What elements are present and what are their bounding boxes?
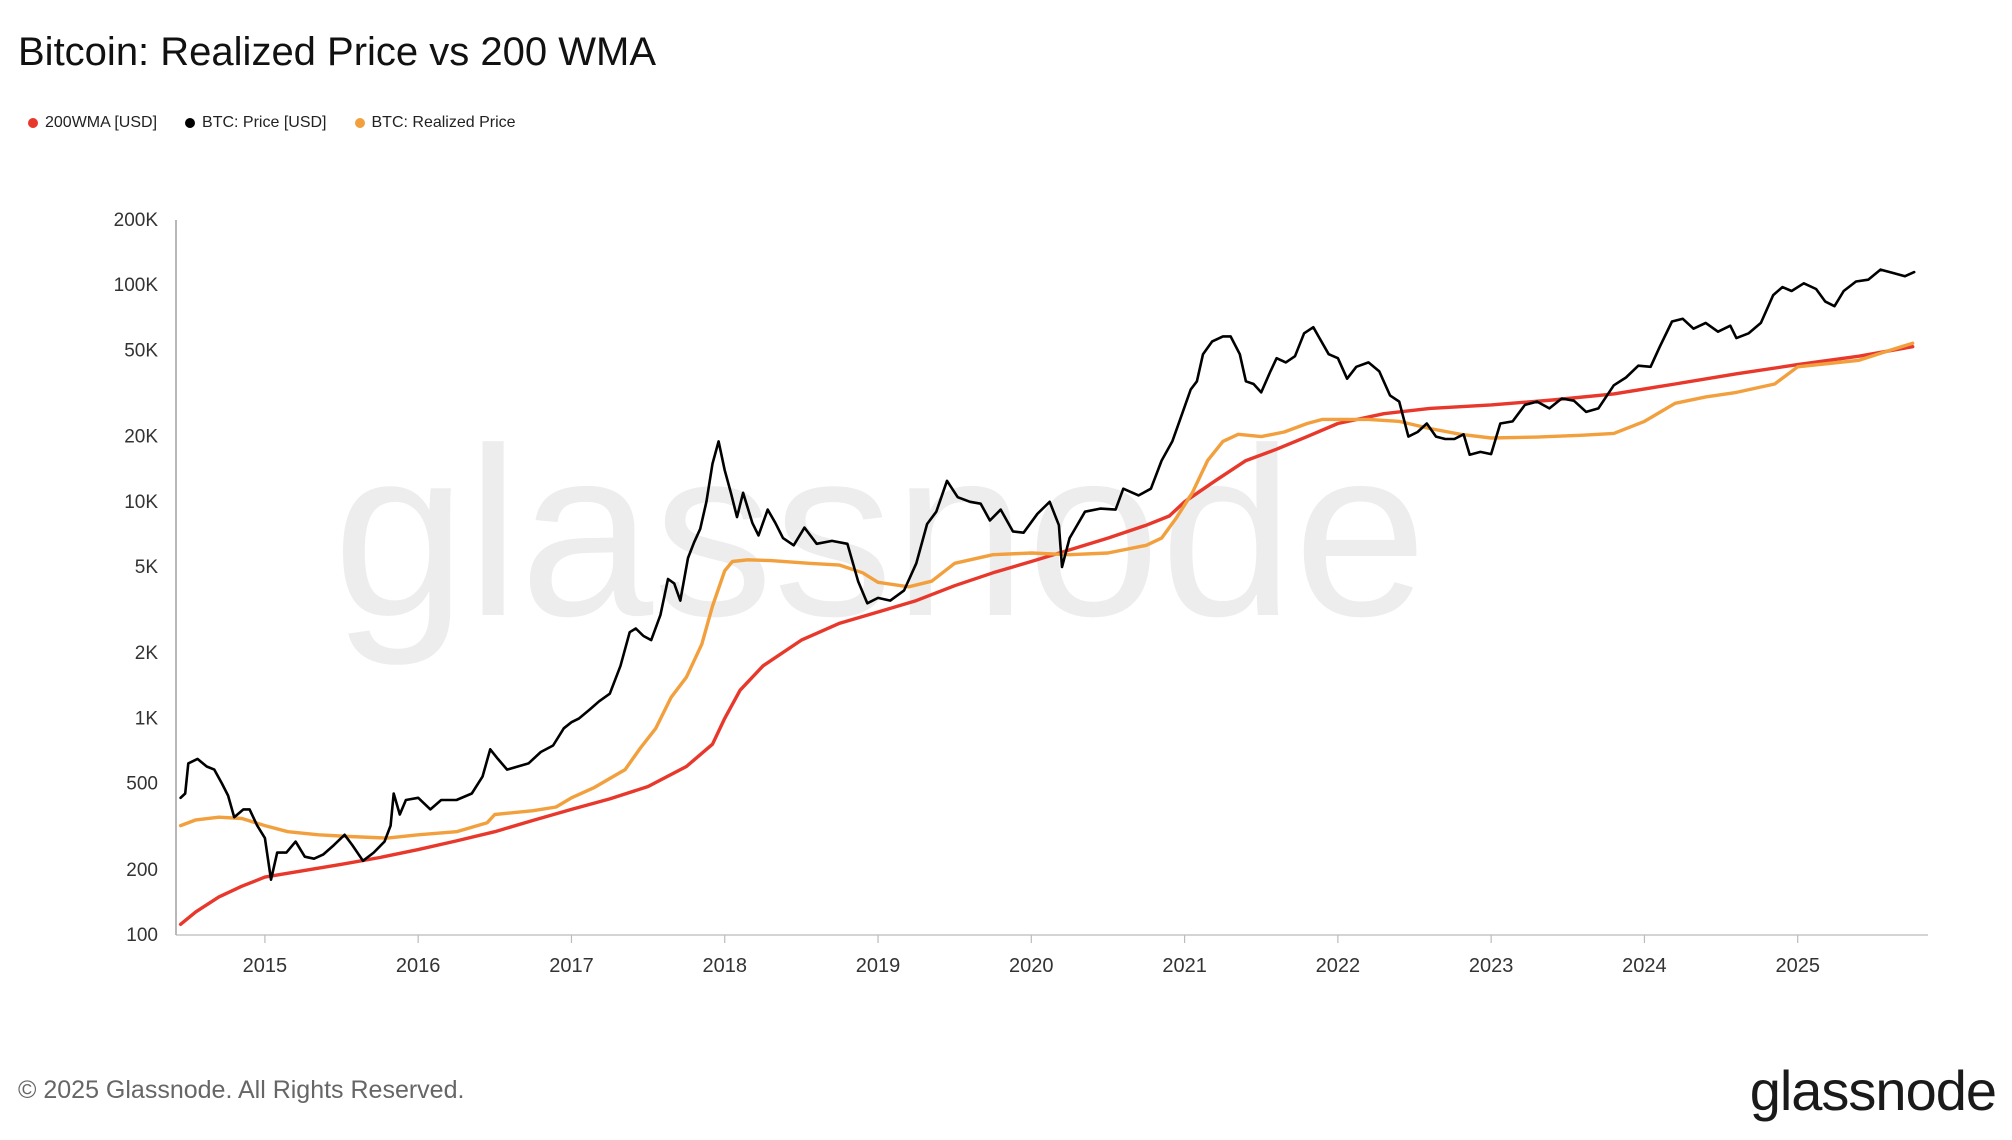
x-tick-label: 2021 — [1162, 955, 1207, 977]
legend-label-200wma: 200WMA [USD] — [45, 114, 158, 131]
legend-label-realized-price: BTC: Realized Price — [371, 114, 516, 131]
x-tick-label: 2024 — [1622, 955, 1667, 977]
y-tick-label: 1K — [135, 708, 159, 729]
y-tick-label: 2K — [135, 643, 159, 664]
brand-logo: glassnode — [1749, 1059, 1997, 1122]
y-tick-label: 500 — [126, 774, 158, 795]
axes: 100 200 500 1K 2K 5K 10K 20K 50K 100K 200K 2015 2016… — [114, 210, 1928, 977]
x-tick-label: 2023 — [1469, 955, 1514, 977]
x-tick-label: 2018 — [702, 955, 747, 977]
y-tick-label: 200 — [126, 860, 158, 881]
legend-dot-btc-price — [185, 118, 196, 128]
x-tick-label: 2017 — [549, 955, 594, 977]
series-layer — [178, 268, 1916, 926]
y-tick-label: 100 — [126, 925, 158, 946]
legend-item-realized-price[interactable]: BTC: Realized Price — [354, 114, 516, 132]
x-tick-label: 2015 — [243, 955, 288, 977]
x-tick-label: 2025 — [1775, 955, 1820, 977]
y-tick-label: 20K — [124, 427, 158, 448]
legend-item-200wma[interactable]: 200WMA [USD] — [28, 114, 157, 132]
legend-dot-realized-price — [354, 118, 365, 128]
chart-legend: 200WMA [USD] BTC: Price [USD] BTC: Reali… — [28, 114, 516, 132]
legend-dot-200wma — [28, 118, 38, 128]
y-tick-label: 200K — [114, 210, 159, 231]
series-line-btc-price — [179, 268, 1916, 881]
chart-title: Bitcoin: Realized Price vs 200 WMA — [18, 30, 657, 74]
y-tick-label: 100K — [114, 275, 159, 296]
y-tick-label: 50K — [124, 340, 158, 361]
y-tick-label: 10K — [124, 492, 158, 513]
watermark: glassnode — [333, 398, 1427, 666]
x-tick-label: 2020 — [1009, 955, 1054, 977]
x-tick-label: 2019 — [856, 955, 901, 977]
x-tick-label: 2016 — [396, 955, 441, 977]
x-tick-label: 2022 — [1316, 955, 1361, 977]
series-line-realized-price — [178, 341, 1915, 840]
series-line-200wma — [178, 345, 1915, 926]
y-tick-label: 5K — [135, 557, 159, 578]
legend-item-btc-price[interactable]: BTC: Price [USD] — [185, 114, 327, 132]
legend-label-btc-price: BTC: Price [USD] — [202, 114, 327, 131]
copyright-text: © 2025 Glassnode. All Rights Reserved. — [18, 1076, 465, 1104]
